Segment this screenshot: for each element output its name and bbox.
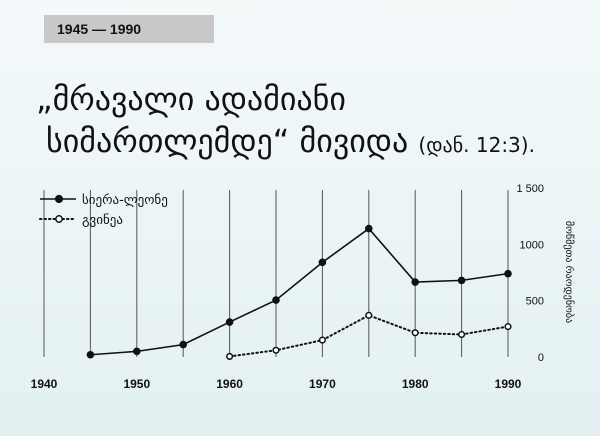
x-tick-label: 1990 xyxy=(495,377,522,391)
data-point xyxy=(86,350,95,359)
y-tick-label: 1 500 xyxy=(516,183,544,195)
legend-label: სიერა-ლეონე xyxy=(82,193,168,208)
legend-marker xyxy=(55,215,63,223)
data-point xyxy=(411,278,420,286)
data-point xyxy=(318,336,326,344)
data-point xyxy=(365,311,373,319)
y-axis-label: მოწმეთა რაოდენობა xyxy=(563,221,575,323)
x-tick-label: 1980 xyxy=(402,377,429,391)
data-point xyxy=(365,224,373,233)
data-point xyxy=(133,347,141,356)
quote-line-2-main: სიმართლემდე“ მივიდა xyxy=(46,122,409,160)
x-tick-label: 1950 xyxy=(123,377,150,391)
y-tick-label: 500 xyxy=(526,296,544,308)
data-point xyxy=(457,276,466,285)
period-badge: 1945 — 1990 xyxy=(44,15,214,43)
data-point xyxy=(179,340,187,349)
x-tick-label: 1970 xyxy=(309,377,336,391)
data-point xyxy=(225,318,234,326)
data-point xyxy=(272,296,280,304)
series-line xyxy=(90,227,509,356)
x-tick-label: 1940 xyxy=(31,377,58,391)
y-tick-label: 0 xyxy=(538,352,544,364)
legend-marker xyxy=(54,194,64,204)
data-point xyxy=(226,352,234,360)
period-label: 1945 — 1990 xyxy=(57,21,142,37)
data-point xyxy=(504,323,512,331)
quote-line-2: სიმართლემდე“ მივიდა (დან. 12:3). xyxy=(36,120,535,166)
y-tick-label: 1000 xyxy=(520,239,544,251)
data-point xyxy=(272,346,280,354)
data-point xyxy=(504,269,512,278)
data-point xyxy=(318,258,327,267)
legend-label: გვინეა xyxy=(82,213,123,228)
quote-heading: „მრავალი ადამიანი სიმართლემდე“ მივიდა (დ… xyxy=(36,78,535,166)
data-point xyxy=(411,329,419,337)
quote-line-1: „მრავალი ადამიანი xyxy=(36,80,346,118)
x-tick-label: 1960 xyxy=(216,377,243,391)
data-point xyxy=(458,330,466,339)
scripture-reference: (დან. 12:3). xyxy=(418,133,535,157)
